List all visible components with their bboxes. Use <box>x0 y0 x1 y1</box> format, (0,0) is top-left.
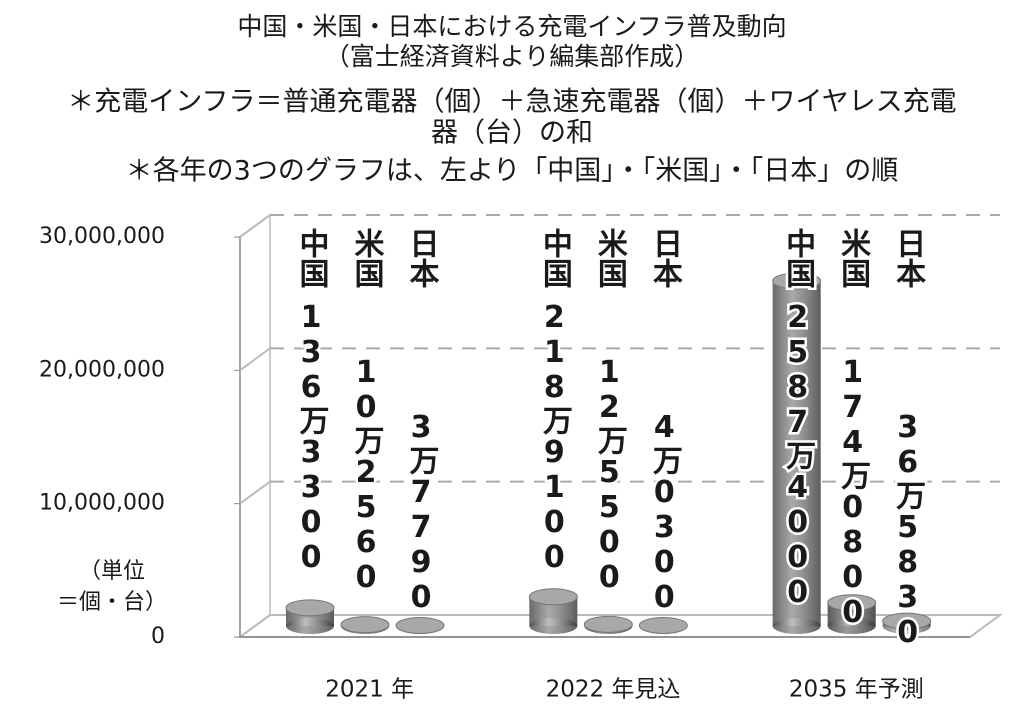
unit-label: ＝個・台） <box>57 590 167 615</box>
value-label: 4万0300 <box>647 410 683 615</box>
bar-base-shade <box>529 618 578 634</box>
value-label: 2587万4000 <box>780 300 816 610</box>
value-label: 218万9100 <box>537 300 573 575</box>
unit-label: （単位 <box>79 559 145 584</box>
bar-base-shade <box>772 618 821 634</box>
series-label: 日本 <box>647 228 683 288</box>
note: ＊各年の3つのグラフは、左より「中国」・「米国」・「日本」の順 <box>126 156 899 187</box>
note: ＊充電インフラ＝普通充電器（個）＋急速充電器（個）＋ワイヤレス充電 <box>67 87 956 118</box>
bar-top <box>882 612 932 630</box>
chart-title: 中国・米国・日本における充電インフラ普及動向 <box>237 12 786 41</box>
x-tick-label: 2035 年予測 <box>789 677 924 703</box>
bar-shade <box>772 281 821 626</box>
y-tick-label: 10,000,000 <box>39 491 165 516</box>
y-tick-label: 0 <box>151 624 165 649</box>
series-label: 中国 <box>537 228 572 288</box>
bar-top <box>395 616 445 634</box>
value-label: 174万0800 <box>835 355 871 630</box>
grid-line-side <box>239 347 271 372</box>
note: 器（台）の和 <box>431 118 593 149</box>
chart-subtitle: （富士経済資料より編集部作成） <box>325 42 700 71</box>
bar-top <box>772 272 822 290</box>
value-label: 10万2560 <box>349 355 385 595</box>
value-label: 12万5500 <box>592 355 628 595</box>
series-label: 米国 <box>592 228 628 288</box>
value-label: 3万7790 <box>404 410 440 615</box>
bar-base-shade <box>827 618 876 634</box>
bar-base-shade <box>286 618 334 634</box>
x-tick-label: 2021 年 <box>325 677 414 703</box>
grid-line-side <box>239 214 271 238</box>
bar-top <box>340 616 390 634</box>
bar-top <box>528 588 578 606</box>
series-label: 中国 <box>780 228 815 288</box>
grid-line-side <box>239 480 271 505</box>
y-tick-label: 20,000,000 <box>39 357 165 382</box>
series-label: 日本 <box>404 228 440 288</box>
series-label: 米国 <box>835 228 871 288</box>
bar-top <box>638 616 688 634</box>
value-label: 136万3300 <box>294 300 330 575</box>
bar-top <box>285 599 335 617</box>
series-label: 中国 <box>294 228 329 288</box>
y-tick-label: 30,000,000 <box>39 224 165 249</box>
value-label: 36万5830 <box>890 410 926 650</box>
back-wall <box>239 213 271 638</box>
x-tick-label: 2022 年見込 <box>546 677 681 703</box>
series-label: 米国 <box>349 228 385 288</box>
bar-top <box>827 594 877 612</box>
series-label: 日本 <box>890 228 926 288</box>
bar-top <box>583 615 633 633</box>
